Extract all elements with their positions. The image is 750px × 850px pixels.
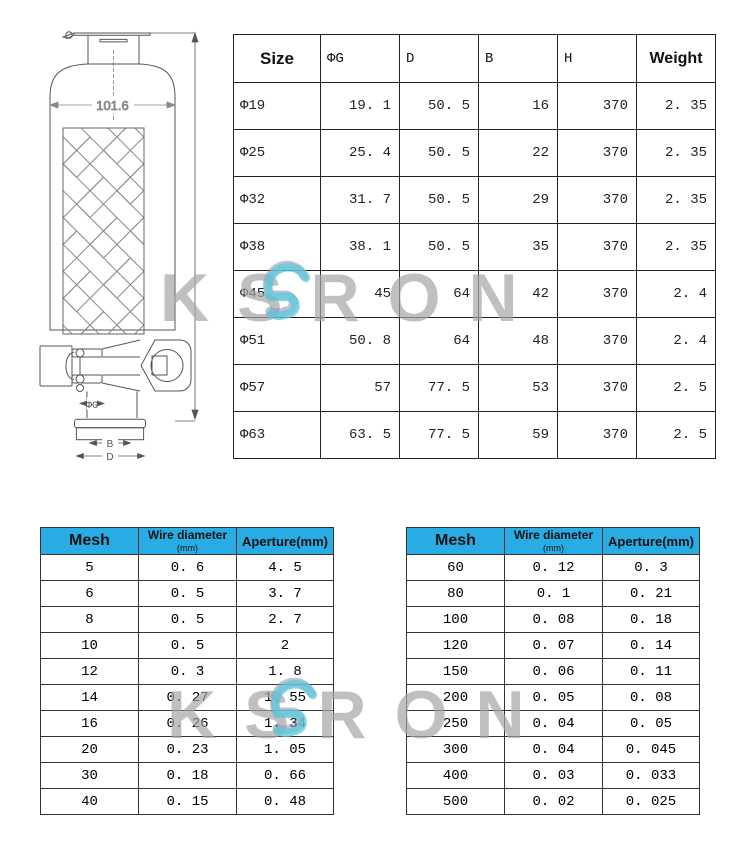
svg-text:B: B [107,439,114,450]
svg-text:KSRON: KSRON [167,677,553,753]
svg-text:ΦG: ΦG [86,401,98,412]
svg-text:D: D [106,452,113,463]
svg-text:101.6: 101.6 [96,98,129,113]
svg-text:KSRON: KSRON [160,260,546,336]
